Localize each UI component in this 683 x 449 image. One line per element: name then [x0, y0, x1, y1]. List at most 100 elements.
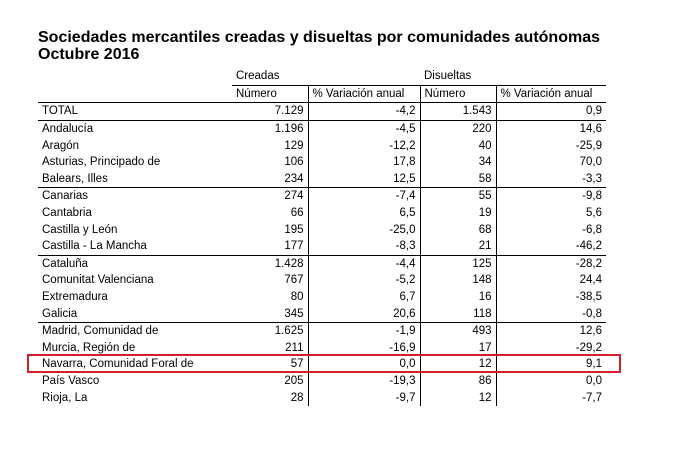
- table-row: Galicia 345 20,6 118 -0,8: [38, 305, 606, 323]
- dissolved-variation: 0,0: [495, 372, 606, 390]
- dissolved-number: 12: [419, 389, 496, 406]
- dissolved-number: 16: [419, 288, 496, 306]
- header-group-created: Creadas: [232, 68, 420, 86]
- created-variation: 12,5: [307, 170, 420, 188]
- header-region: [38, 85, 232, 104]
- table-row: Extremadura 80 6,7 16 -38,5: [38, 288, 606, 306]
- created-number: 195: [284, 223, 304, 236]
- region-name: Castilla - La Mancha: [42, 240, 147, 253]
- header-group-dissolved: Disueltas: [420, 68, 606, 86]
- region-name: Rioja, La: [42, 391, 88, 404]
- dissolved-variation: 0,9: [495, 102, 606, 121]
- table-row: Castilla y León 195 -25,0 68 -6,8: [38, 221, 606, 238]
- table-row: Rioja, La 28 -9,7 12 -7,7: [38, 389, 606, 406]
- dissolved-number: 125: [419, 254, 496, 273]
- dissolved-variation: -38,5: [495, 288, 606, 306]
- table-row: Navarra, Comunidad Foral de 57 0,0 12 9,1: [38, 356, 606, 373]
- dissolved-variation: -28,2: [495, 254, 606, 273]
- created-number: 129: [284, 139, 304, 152]
- title-line-2: Octubre 2016: [38, 46, 140, 63]
- created-variation: 0,0: [307, 356, 420, 373]
- created-number: 234: [284, 172, 304, 185]
- region-name: Murcia, Región de: [42, 341, 136, 354]
- dissolved-variation: -3,3: [495, 170, 606, 188]
- page-title: Sociedades mercantiles creadas y disuelt…: [38, 29, 638, 63]
- created-variation: -25,0: [307, 221, 420, 238]
- dissolved-number: 1.543: [419, 102, 496, 121]
- dissolved-number: 55: [419, 187, 496, 205]
- created-variation: -1,9: [307, 321, 420, 340]
- dissolved-variation: 24,4: [495, 272, 606, 289]
- header-created-num: Número: [232, 85, 308, 104]
- created-variation: -4,2: [307, 102, 420, 121]
- header-dissolved-num: Número: [419, 85, 496, 104]
- created-variation: -5,2: [307, 272, 420, 289]
- region-name: País Vasco: [42, 374, 100, 387]
- created-number: 274: [232, 187, 308, 205]
- table-row: Cataluña 1.428 -4,4 125 -28,2: [38, 254, 606, 273]
- region-name: Extremadura: [42, 291, 108, 304]
- header-dissolved-var: % Variación anual: [495, 85, 606, 104]
- region-name: Cantabria: [42, 207, 92, 220]
- created-variation: -16,9: [307, 339, 420, 357]
- dissolved-number: 118: [419, 305, 496, 323]
- dissolved-variation: -29,2: [495, 339, 606, 357]
- dissolved-number: 19: [419, 204, 496, 222]
- created-variation: 6,7: [307, 288, 420, 306]
- created-number: 345: [284, 307, 304, 320]
- table-row: País Vasco 205 -19,3 86 0,0: [38, 372, 606, 390]
- dissolved-number: 220: [419, 119, 496, 138]
- table-row: Comunitat Valenciana 767 -5,2 148 24,4: [38, 272, 606, 289]
- created-number: 1.428: [232, 254, 308, 273]
- table-row: Balears, Illes 234 12,5 58 -3,3: [38, 170, 606, 188]
- table-row: TOTAL 7.129 -4,2 1.543 0,9: [38, 102, 606, 121]
- region-name: Galicia: [42, 307, 78, 320]
- table-row: Murcia, Región de 211 -16,9 17 -29,2: [38, 339, 606, 357]
- created-number: 1.625: [232, 321, 308, 340]
- table-row: Cantabria 66 6,5 19 5,6: [38, 204, 606, 222]
- table-row: Aragón 129 -12,2 40 -25,9: [38, 137, 606, 154]
- dissolved-number: 493: [419, 321, 496, 340]
- created-variation: -4,4: [307, 254, 420, 273]
- created-variation: 17,8: [307, 153, 420, 171]
- dissolved-number: 86: [419, 372, 496, 390]
- dissolved-number: 148: [419, 272, 496, 289]
- dissolved-number: 68: [419, 221, 496, 238]
- created-number: 7.129: [274, 105, 304, 118]
- created-number: 177: [284, 240, 304, 253]
- dissolved-variation: -25,9: [495, 137, 606, 154]
- created-variation: -8,3: [307, 237, 420, 256]
- dissolved-number: 21: [419, 237, 496, 256]
- dissolved-number: 58: [419, 170, 496, 188]
- table-row: Castilla - La Mancha 177 -8,3 21 -46,2: [38, 237, 606, 256]
- data-table: Creadas Disueltas Número % Variación anu…: [38, 68, 606, 406]
- created-number: 767: [284, 274, 304, 287]
- dissolved-variation: -9,8: [495, 187, 606, 205]
- region-name: Navarra, Comunidad Foral de: [42, 358, 194, 371]
- created-number: 211: [285, 341, 304, 354]
- header-created-var: % Variación anual: [307, 85, 420, 104]
- region-name: Asturias, Principado de: [42, 156, 161, 169]
- dissolved-number: 17: [419, 339, 496, 357]
- created-variation: -7,4: [307, 187, 420, 205]
- created-number: 80: [290, 291, 304, 304]
- dissolved-variation: 12,6: [495, 321, 606, 340]
- created-number: 57: [290, 358, 304, 371]
- region-name: Castilla y León: [42, 223, 118, 236]
- created-variation: 6,5: [307, 204, 420, 222]
- created-number: 1.196: [232, 119, 308, 138]
- table-row: Canarias 274 -7,4 55 -9,8: [38, 187, 606, 205]
- created-number: 106: [284, 156, 304, 169]
- created-variation: -9,7: [307, 389, 420, 406]
- dissolved-variation: -7,7: [495, 389, 606, 406]
- dissolved-variation: -0,8: [495, 305, 606, 323]
- title-line-1: Sociedades mercantiles creadas y disuelt…: [38, 29, 600, 46]
- region-name: Madrid, Comunidad de: [38, 321, 232, 340]
- dissolved-variation: 70,0: [495, 153, 606, 171]
- created-number: 66: [290, 207, 304, 220]
- region-name: TOTAL: [42, 105, 78, 118]
- created-variation: 20,6: [307, 305, 420, 323]
- dissolved-variation: -6,8: [495, 221, 606, 238]
- region-name: Canarias: [38, 187, 232, 205]
- created-number: 28: [290, 391, 304, 404]
